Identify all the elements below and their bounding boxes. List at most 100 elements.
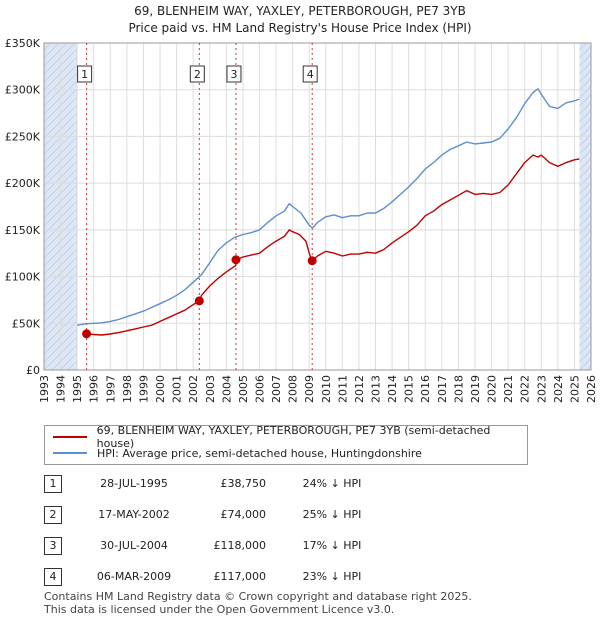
x-tick-label: 2014 xyxy=(386,375,399,403)
x-tick-label: 2006 xyxy=(253,375,266,403)
post-hatch xyxy=(579,350,592,363)
post-hatch xyxy=(579,222,592,235)
transaction-date: 30-JUL-2004 xyxy=(100,539,168,552)
x-tick-label: 2009 xyxy=(303,375,316,403)
y-tick-label: £50K xyxy=(12,317,41,330)
post-hatch xyxy=(586,366,592,370)
post-hatch xyxy=(579,78,592,91)
transaction-date: 06-MAR-2009 xyxy=(96,570,172,583)
post-hatch xyxy=(579,342,592,355)
legend-item-hpi: HPI: Average price, semi-detached house,… xyxy=(53,445,422,461)
post-hatch xyxy=(579,62,592,75)
y-tick-label: £200K xyxy=(5,177,41,190)
post-hatch xyxy=(579,30,591,42)
x-tick-label: 2018 xyxy=(452,375,465,403)
x-tick-label: 2021 xyxy=(502,375,515,403)
sale-number-box xyxy=(226,65,242,83)
transaction-price: £117,000 xyxy=(213,570,267,583)
plot-area xyxy=(44,43,591,370)
post-hatch xyxy=(579,102,592,115)
post-hatch xyxy=(579,318,592,331)
pre-hatch xyxy=(44,43,52,51)
chart-title-line2: Price paid vs. HM Land Registry's House … xyxy=(128,21,472,35)
post-hatch xyxy=(579,86,592,99)
post-hatch xyxy=(579,358,592,370)
transaction-number-badge: 3 xyxy=(44,537,62,555)
post-hatch xyxy=(579,326,592,339)
x-tick-label: 2010 xyxy=(320,375,333,403)
sale-number-label: 2 xyxy=(194,68,201,81)
chart-title-line1: 69, BLENHEIM WAY, YAXLEY, PETERBOROUGH, … xyxy=(134,4,466,18)
x-tick-label: 2016 xyxy=(419,375,432,403)
x-tick-label: 2005 xyxy=(237,375,250,403)
transaction-hpi-diff: 24% ↓ HPI xyxy=(302,477,362,490)
pre-hatch xyxy=(44,9,77,42)
pre-hatch xyxy=(44,0,77,26)
post-hatch xyxy=(579,94,592,107)
sale-number-label: 3 xyxy=(230,68,237,81)
transaction-hpi-diff: 23% ↓ HPI xyxy=(302,570,362,583)
y-tick-label: £300K xyxy=(5,84,41,97)
post-hatch xyxy=(579,46,592,59)
x-tick-label: 1999 xyxy=(137,375,150,403)
y-tick-label: £350K xyxy=(5,37,41,50)
property-price-line xyxy=(86,154,580,336)
post-hatch xyxy=(579,278,592,291)
transaction-price: £74,000 xyxy=(220,508,267,521)
x-tick-label: 2024 xyxy=(552,375,565,403)
pre-hatch xyxy=(44,0,77,18)
post-hatch xyxy=(579,182,592,195)
post-hatch xyxy=(579,110,592,123)
post-hatch xyxy=(579,334,592,347)
x-tick-label: 2022 xyxy=(519,375,532,403)
post-hatch xyxy=(579,310,592,323)
post-hatch xyxy=(579,262,592,275)
x-tick-label: 2012 xyxy=(353,375,366,403)
x-tick-label: 2019 xyxy=(469,375,482,403)
x-tick-label: 2023 xyxy=(535,375,548,403)
y-tick-label: £100K xyxy=(5,271,41,284)
sale-number-box xyxy=(302,65,318,83)
x-tick-label: 1994 xyxy=(55,375,68,403)
x-tick-label: 2004 xyxy=(220,375,233,403)
transaction-price: £38,750 xyxy=(220,477,267,490)
post-hatch xyxy=(579,198,592,211)
transaction-hpi-diff: 17% ↓ HPI xyxy=(302,539,362,552)
pre-hatch xyxy=(44,43,60,59)
sale-number-box xyxy=(189,65,205,83)
x-tick-label: 1995 xyxy=(71,375,84,403)
x-tick-label: 2017 xyxy=(436,375,449,403)
x-tick-label: 2001 xyxy=(171,375,184,403)
x-tick-label: 1997 xyxy=(104,375,117,403)
transaction-price: £118,000 xyxy=(213,539,267,552)
pre-hatch xyxy=(44,0,77,10)
sale-point xyxy=(231,255,241,265)
price-chart: £0 £50K £100K £150K £200K £250K £300K £350K 1993… xyxy=(5,0,598,403)
y-tick-label: £0 xyxy=(26,364,40,377)
plot-frame xyxy=(43,42,592,371)
post-hatch xyxy=(579,54,592,67)
post-hatch xyxy=(579,150,592,163)
x-tick-label: 2026 xyxy=(585,375,598,403)
hpi-line xyxy=(77,88,580,326)
legend-swatch-hpi xyxy=(53,452,87,454)
post-hatch xyxy=(579,14,591,26)
x-tick-label: 2015 xyxy=(403,375,416,403)
x-tick-label: 1996 xyxy=(88,375,101,403)
x-tick-label: 1998 xyxy=(121,375,134,403)
post-hatch xyxy=(579,302,592,315)
sale-point xyxy=(82,329,92,339)
y-tick-label: £250K xyxy=(5,130,41,143)
post-hatch xyxy=(579,238,592,251)
post-hatch xyxy=(579,174,592,187)
x-tick-label: 2007 xyxy=(270,375,283,403)
transaction-number-badge: 1 xyxy=(44,475,62,493)
x-tick-label: 2025 xyxy=(568,375,581,403)
post-hatch xyxy=(579,166,592,179)
x-tick-label: 1993 xyxy=(38,375,51,403)
x-tick-label: 2013 xyxy=(370,375,383,403)
post-hatch xyxy=(579,22,591,34)
post-hatch xyxy=(579,43,587,51)
post-hatch xyxy=(579,246,592,259)
transaction-date: 17-MAY-2002 xyxy=(98,508,170,521)
